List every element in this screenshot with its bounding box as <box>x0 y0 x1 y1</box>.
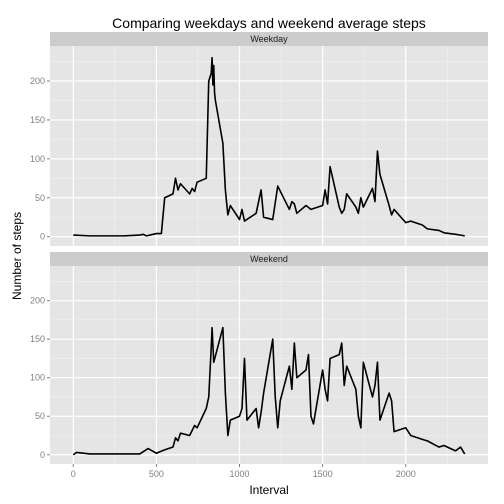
panel-weekday: Weekday 0 50 100 150 200 <box>30 32 488 246</box>
y-tick-label: 100 <box>30 373 45 383</box>
y-tick-label: 50 <box>35 411 45 421</box>
y-tick-label: 150 <box>30 334 45 344</box>
x-tick-label: 500 <box>149 469 164 479</box>
chart-title: Comparing weekdays and weekend average s… <box>112 15 426 31</box>
y-tick-label: 50 <box>35 193 45 203</box>
y-tick-label: 0 <box>40 232 45 242</box>
y-tick-label: 0 <box>40 450 45 460</box>
y-tick-label: 100 <box>30 154 45 164</box>
strip-label: Weekend <box>250 254 288 264</box>
x-tick-label: 0 <box>71 469 76 479</box>
y-axis-title: Number of steps <box>10 212 24 300</box>
y-tick-label: 150 <box>30 115 45 125</box>
strip-label: Weekday <box>250 34 288 44</box>
x-axis-title: Interval <box>249 483 288 497</box>
x-tick-label: 2000 <box>396 469 416 479</box>
x-tick-label: 1000 <box>229 469 249 479</box>
y-tick-label: 200 <box>30 296 45 306</box>
x-tick-label: 1500 <box>313 469 333 479</box>
y-tick-label: 200 <box>30 76 45 86</box>
panel-background <box>50 46 488 246</box>
